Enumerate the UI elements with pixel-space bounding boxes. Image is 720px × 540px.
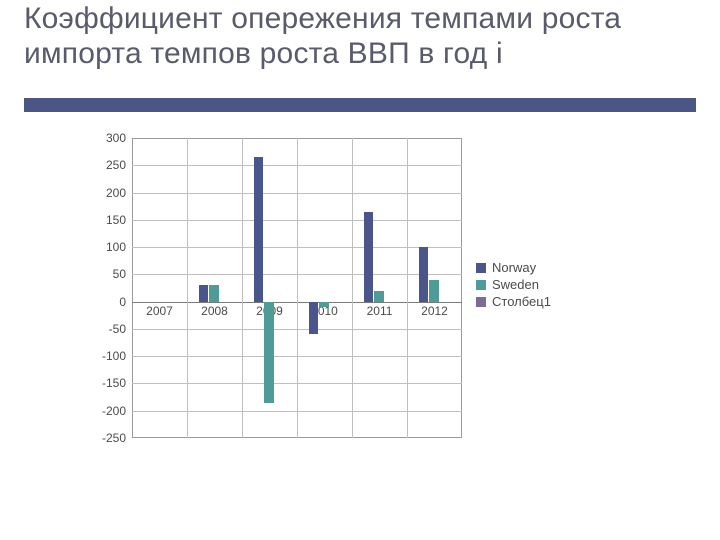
legend-swatch bbox=[476, 280, 486, 290]
category-divider bbox=[297, 138, 298, 438]
y-tick-label: 50 bbox=[113, 267, 132, 281]
category-divider bbox=[242, 138, 243, 438]
y-tick-label: -250 bbox=[102, 431, 132, 445]
bar-sweden bbox=[374, 291, 383, 302]
y-tick-label: 250 bbox=[106, 158, 132, 172]
y-tick-label: 0 bbox=[119, 295, 132, 309]
y-tick-label: 150 bbox=[106, 213, 132, 227]
y-tick-label: -50 bbox=[109, 322, 132, 336]
x-tick-label: 2012 bbox=[421, 304, 448, 318]
legend-item: Norway bbox=[476, 260, 551, 275]
bar-sweden bbox=[429, 280, 438, 302]
bar-sweden bbox=[319, 302, 328, 307]
legend-swatch bbox=[476, 297, 486, 307]
title-accent-bar bbox=[24, 98, 696, 112]
chart-legend: Norway Sweden Столбец1 bbox=[476, 258, 551, 311]
slide-title: Коэффициент опережения темпами роста имп… bbox=[24, 2, 696, 71]
legend-label: Столбец1 bbox=[492, 294, 551, 309]
bar-sweden bbox=[264, 302, 273, 403]
legend-label: Norway bbox=[492, 260, 536, 275]
category-divider bbox=[352, 138, 353, 438]
bar-sweden bbox=[209, 285, 218, 301]
bar-norway bbox=[254, 157, 263, 302]
y-tick-label: -100 bbox=[102, 349, 132, 363]
y-tick-label: 100 bbox=[106, 240, 132, 254]
category-divider bbox=[407, 138, 408, 438]
x-tick-label: 2008 bbox=[201, 304, 228, 318]
title-block: Коэффициент опережения темпами роста имп… bbox=[24, 0, 696, 71]
legend-swatch bbox=[476, 263, 486, 273]
y-tick-label: -150 bbox=[102, 376, 132, 390]
slide: Коэффициент опережения темпами роста имп… bbox=[0, 0, 720, 540]
legend-label: Sweden bbox=[492, 277, 539, 292]
y-tick-label: 200 bbox=[106, 186, 132, 200]
bar-norway bbox=[364, 212, 373, 302]
legend-item: Столбец1 bbox=[476, 294, 551, 309]
bar-norway bbox=[199, 285, 208, 301]
bar-norway bbox=[419, 247, 428, 302]
x-tick-label: 2007 bbox=[146, 304, 173, 318]
legend-item: Sweden bbox=[476, 277, 551, 292]
y-tick-label: -200 bbox=[102, 404, 132, 418]
bar-norway bbox=[309, 302, 318, 335]
x-tick-label: 2011 bbox=[367, 304, 393, 318]
chart-plot: -250-200-150-100-50050100150200250300200… bbox=[132, 138, 462, 438]
chart: -250 -200 -150 -100 -50 0 50 100 150 200 250 300 200… bbox=[80, 130, 560, 460]
y-tick-label: 300 bbox=[106, 131, 132, 145]
category-divider bbox=[187, 138, 188, 438]
